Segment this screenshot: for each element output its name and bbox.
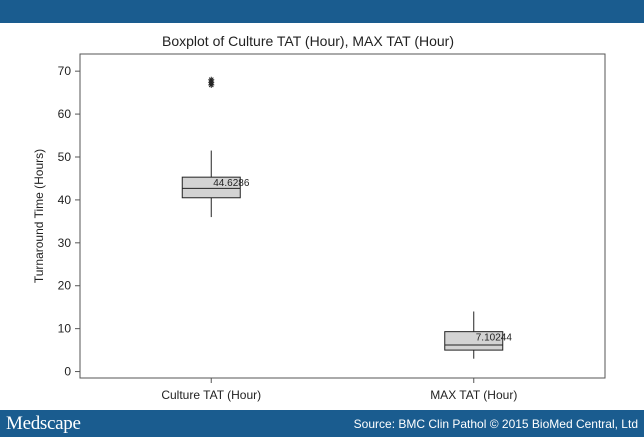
box-layer: Culture TAT (Hour) 44.6286 MAX TAT (Hour) 7…: [161, 76, 517, 402]
chart-title: Boxplot of Culture TAT (Hour), MAX TAT (…: [162, 33, 454, 49]
medscape-logo: Medscape: [6, 412, 81, 434]
iqr-box: [444, 331, 504, 351]
boxplot-chart: Boxplot of Culture TAT (Hour), MAX TAT (…: [32, 33, 606, 402]
y-tick-label: 30: [58, 236, 72, 250]
iqr-box: [181, 176, 241, 199]
x-tick-label: MAX TAT (Hour): [430, 388, 517, 402]
y-tick-label: 70: [58, 64, 72, 78]
footer-bar: Medscape Source: BMC Clin Pathol © 2015 …: [0, 410, 644, 437]
y-tick-label: 50: [58, 150, 72, 164]
chart-area: Boxplot of Culture TAT (Hour), MAX TAT (…: [0, 23, 644, 410]
y-tick-label: 0: [64, 365, 71, 379]
y-tick-label: 40: [58, 193, 72, 207]
x-tick-label: Culture TAT (Hour): [161, 388, 261, 402]
y-tick-label: 20: [58, 279, 72, 293]
mean-data-label: 7.10244: [476, 333, 513, 344]
y-axis-label: Turnaround Time (Hours): [32, 149, 46, 283]
mean-data-label: 44.6286: [213, 178, 250, 189]
y-tick-label: 60: [58, 107, 72, 121]
top-banner: [0, 0, 644, 23]
y-axis: 0 10 20 30 40 50 60 70: [58, 64, 80, 379]
source-credit: Source: BMC Clin Pathol © 2015 BioMed Ce…: [353, 416, 638, 431]
plot-frame: [79, 53, 606, 379]
outlier-point: [208, 76, 215, 83]
y-tick-label: 10: [58, 322, 72, 336]
